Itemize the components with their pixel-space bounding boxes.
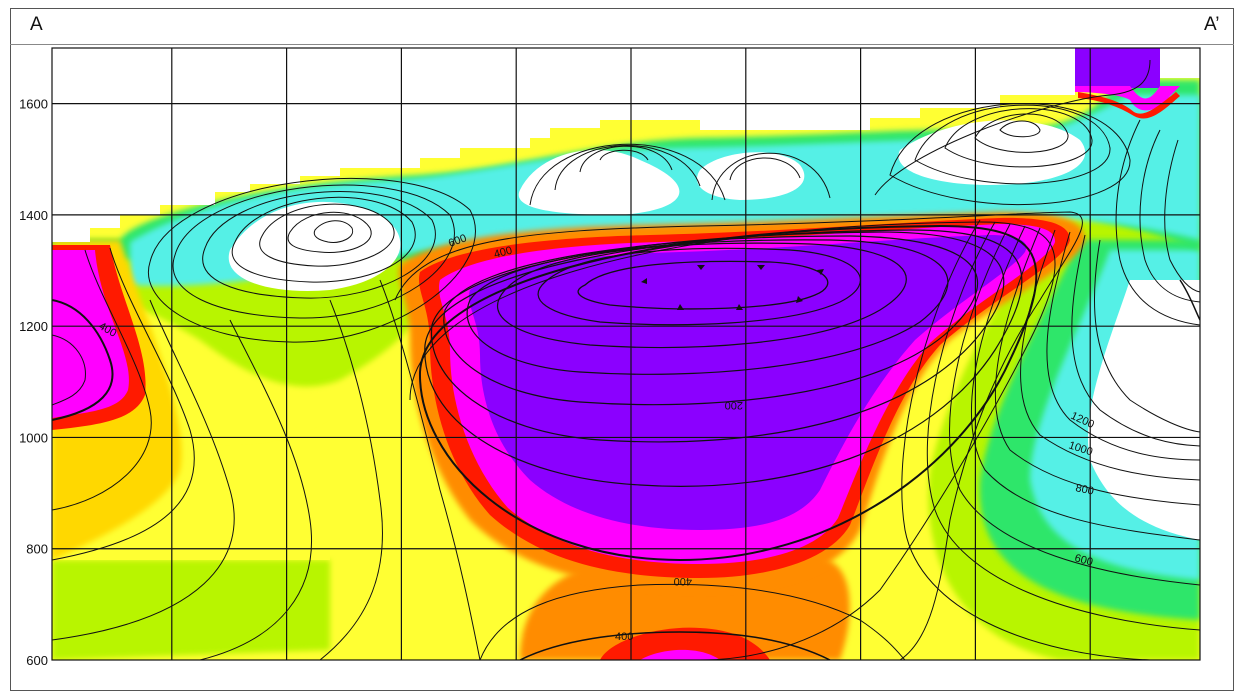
header-divider (10, 44, 1234, 45)
section-start-label: A (30, 14, 43, 35)
y-tick-label: 600 (26, 653, 48, 668)
depression-tick (697, 265, 705, 270)
depression-tick (757, 265, 765, 270)
depression-tick (736, 304, 743, 310)
section-end-label: A’ (1204, 14, 1220, 35)
left-high-conductivity-zone (52, 245, 146, 430)
contour-label: 600 (1073, 552, 1094, 568)
y-tick-label: 1600 (19, 97, 48, 112)
left-contours (52, 247, 481, 660)
depression-tick (641, 278, 647, 284)
low-anomaly-contours (394, 211, 1083, 660)
depression-tick (677, 304, 684, 310)
color-field (52, 48, 1200, 660)
contour-label: 400 (493, 245, 514, 261)
depression-tick (817, 269, 824, 275)
y-tick-label: 1000 (19, 430, 48, 445)
y-axis: 600 800 1000 1200 1400 1600 (19, 97, 48, 668)
contour-label: 400 (615, 631, 633, 643)
y-tick-label: 800 (26, 542, 48, 557)
right-contours (901, 119, 1200, 660)
above-surface-mask (52, 48, 1200, 242)
upper-contours (148, 59, 1151, 343)
bottom-contours (479, 583, 906, 660)
upper-right-anomaly (1075, 48, 1180, 119)
plot-border (51, 47, 1201, 661)
y-tick-label: 1400 (19, 208, 48, 223)
contour-label: 600 (447, 232, 468, 250)
depression-tick (796, 296, 803, 303)
y-tick-label: 1200 (19, 319, 48, 334)
contour-depression-ticks (641, 265, 824, 310)
contour-label: 400 (674, 575, 692, 587)
plot-grid (52, 48, 1200, 660)
contour-label: 200 (725, 399, 743, 411)
contour-lines (52, 59, 1200, 660)
